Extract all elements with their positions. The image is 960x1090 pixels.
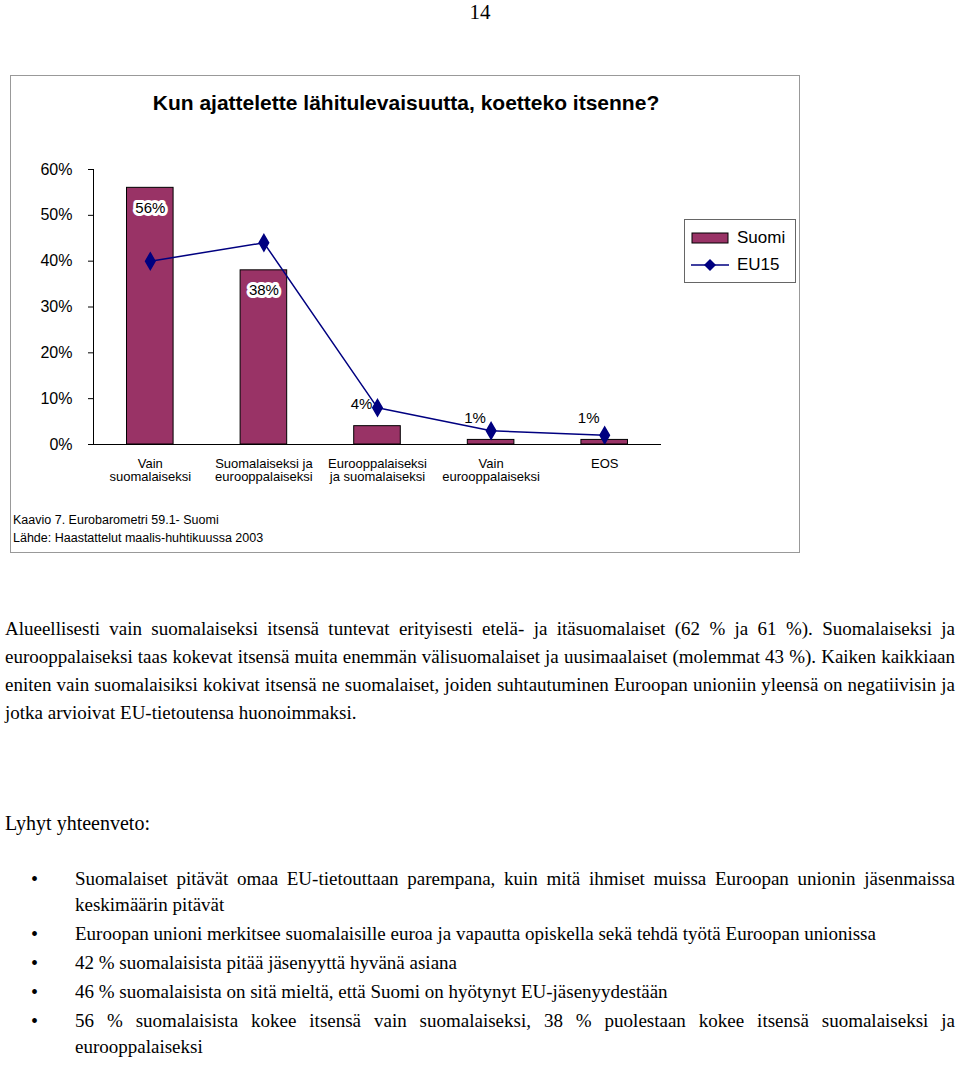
svg-text:EOS: EOS (591, 456, 619, 471)
svg-text:1%: 1% (578, 409, 600, 426)
svg-text:4%: 4% (351, 395, 373, 412)
svg-text:20%: 20% (40, 344, 72, 361)
html-text:Suomi: Suomi (737, 227, 786, 247)
svg-text:Suomalaiseksi jaeurooppalaisek: Suomalaiseksi jaeurooppalaiseksi (215, 456, 313, 484)
svg-text:1%: 1% (464, 409, 486, 426)
html-text:46 % suomalaisista on sitä mie: 46 % suomalaisista on sitä mieltä, että … (75, 981, 668, 1002)
html-text:Suomalaiset pitävät omaa EU-ti: Suomalaiset pitävät omaa EU-tietouttaan … (75, 868, 955, 915)
svg-text:40%: 40% (40, 252, 72, 269)
html-text:Lähde: Haastattelut maalis-huh: Lähde: Haastattelut maalis-huhtikuussa 2… (13, 531, 264, 545)
html-text:Lyhyt yhteenveto:: Lyhyt yhteenveto: (5, 812, 150, 834)
svg-text:0%: 0% (49, 436, 72, 453)
html-text:Kun ajattelette lähitulevaisuu: Kun ajattelette lähitulevaisuutta, koett… (152, 91, 660, 114)
html-text:14: 14 (469, 0, 491, 24)
html-text:EU15: EU15 (737, 254, 780, 274)
svg-text:56%: 56% (135, 199, 165, 216)
html-text:Alueellisesti vain suomalaisek: Alueellisesti vain suomalaiseksi itsensä… (5, 618, 955, 723)
svg-text:Vaineurooppalaiseksi: Vaineurooppalaiseksi (442, 456, 540, 484)
svg-text:10%: 10% (40, 390, 72, 407)
svg-text:38%: 38% (249, 281, 279, 298)
svg-text:Eurooppalaiseksija suomalaisek: Eurooppalaiseksija suomalaiseksi (328, 456, 427, 484)
svg-text:60%: 60% (40, 161, 72, 178)
html-text:42 % suomalaisista pitää jäsen: 42 % suomalaisista pitää jäsenyyttä hyvä… (75, 952, 457, 973)
html-text:Euroopan unioni merkitsee suom: Euroopan unioni merkitsee suomalaisille … (75, 923, 876, 944)
svg-text:Vainsuomalaiseksi: Vainsuomalaiseksi (109, 456, 191, 484)
html-text:56 % suomalaisista kokee itsen: 56 % suomalaisista kokee itsensä vain su… (75, 1010, 955, 1057)
svg-text:30%: 30% (40, 298, 72, 315)
svg-text:50%: 50% (40, 206, 72, 223)
html-text:Kaavio 7. Eurobarometri 59.1-: Kaavio 7. Eurobarometri 59.1- Suomi (13, 513, 219, 527)
